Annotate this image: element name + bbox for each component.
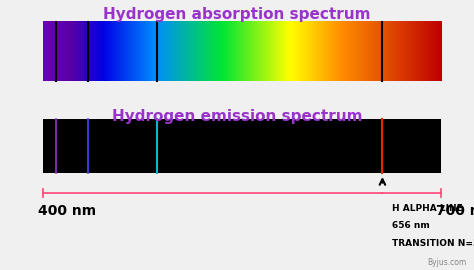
Text: Hydrogen emission spectrum: Hydrogen emission spectrum [112, 109, 362, 124]
Text: Byjus.com: Byjus.com [428, 258, 467, 267]
Text: 656 nm: 656 nm [392, 221, 429, 230]
Text: Hydrogen absorption spectrum: Hydrogen absorption spectrum [103, 7, 371, 22]
Bar [43, 119, 441, 173]
Text: 700 nm: 700 nm [436, 204, 474, 218]
Text: 400 nm: 400 nm [38, 204, 96, 218]
Text: H ALPHA LINE: H ALPHA LINE [392, 204, 463, 213]
Text: TRANSITION N=3 to N=2: TRANSITION N=3 to N=2 [392, 239, 474, 248]
